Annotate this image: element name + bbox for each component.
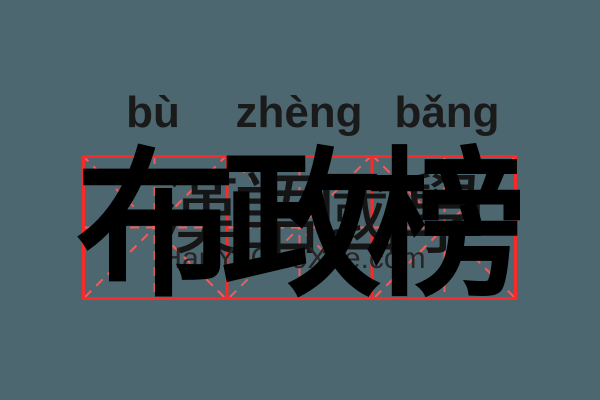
watermark-cjk-text: 漢語國學 xyxy=(151,164,486,267)
hanzi-char-3: 榜 xyxy=(365,131,527,319)
hanzi-char-1: 布 xyxy=(75,131,237,319)
watermark-site-text: HanYuGuoXue.com xyxy=(160,242,426,275)
hanzi-char-2: 政 xyxy=(220,131,382,319)
practice-grid xyxy=(82,155,517,300)
mizige-cell xyxy=(82,155,228,300)
mizige-cell xyxy=(371,155,517,300)
pinyin-syllable-3: bǎng xyxy=(394,88,500,137)
pinyin-syllable-1: bù xyxy=(126,88,180,137)
grid-borders xyxy=(82,155,517,300)
mizige-cell xyxy=(226,155,373,300)
pinyin-syllable-2: zhèng xyxy=(235,88,363,137)
